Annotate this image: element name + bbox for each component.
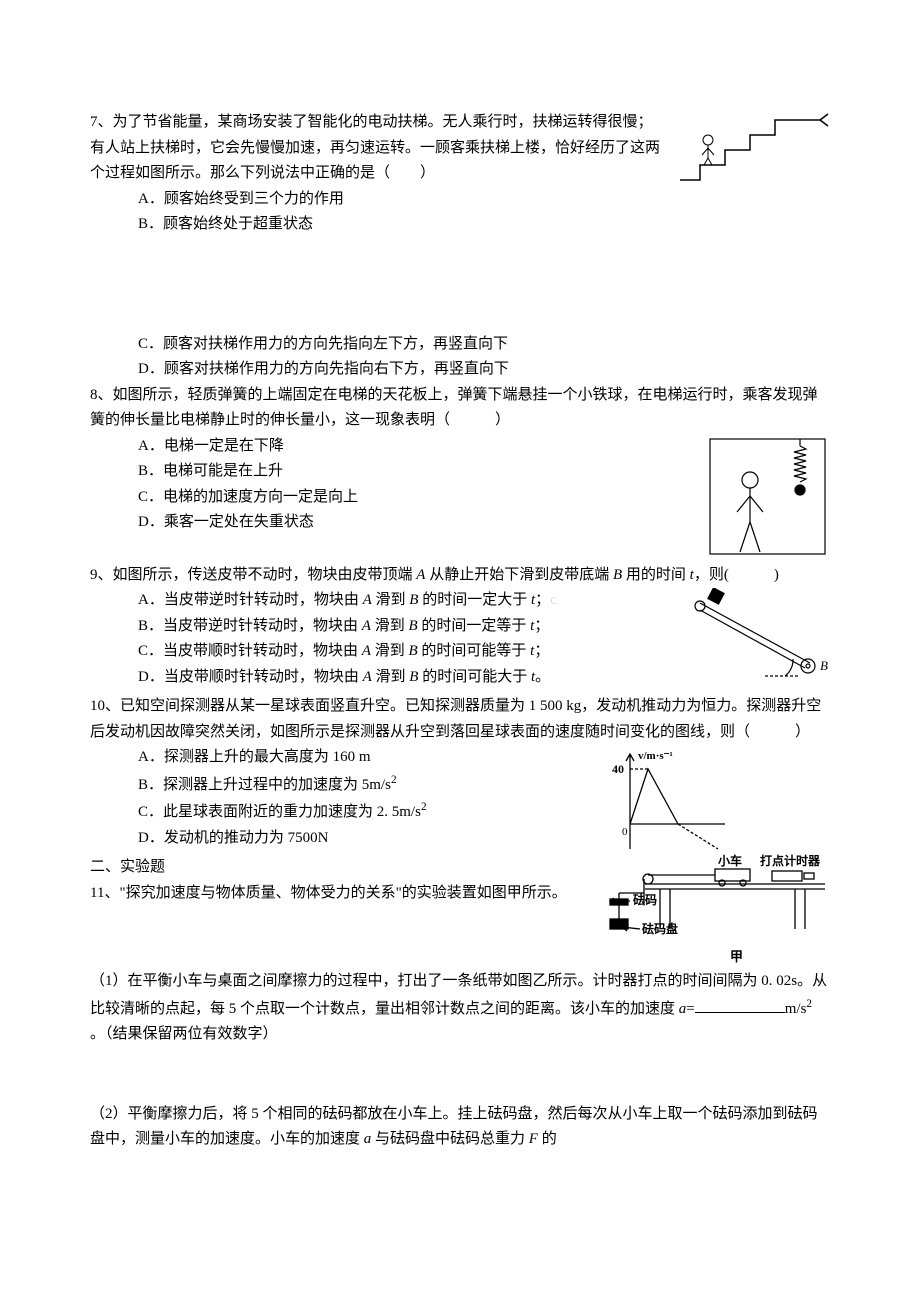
q9c2: 滑到: [371, 643, 409, 659]
q7-number: 7、: [90, 114, 113, 130]
label-car: 小车: [718, 853, 742, 868]
q7-opt-b: B．顾客始终处于超重状态: [138, 212, 830, 238]
q10-stem: 10、已知空间探测器从某一星球表面竖直升空。已知探测器质量为 1 500 kg，…: [90, 694, 830, 745]
q11-number: 11、: [90, 885, 119, 901]
q9cB: B: [408, 643, 417, 659]
q7-options: A．顾客始终受到三个力的作用 B．顾客始终处于超重状态: [90, 187, 830, 238]
q8-figure: [705, 434, 830, 559]
q11p1b: =: [686, 1001, 694, 1017]
q9d2: 滑到: [372, 669, 410, 685]
q11-stem-text: "探究加速度与物体质量、物体受力的关系"的实验装置如图甲所示。: [119, 885, 566, 901]
spacer-2: [90, 1052, 830, 1102]
q10-and-q11-figure: v/m·s⁻¹ 40 0: [600, 749, 830, 969]
q10b1: B．探测器上升过程中的加速度为 5m/s: [138, 777, 391, 793]
q11p2F: F: [529, 1131, 538, 1147]
q7-opt-a: A．顾客始终受到三个力的作用: [138, 187, 830, 213]
label-pan: 砝码盘: [642, 921, 678, 936]
q7-stem-text: 为了节省能量，某商场安装了智能化的电动扶梯。无人乘行时，扶梯运转得很慢；有人站上…: [90, 114, 660, 181]
q11-apparatus: 小车 打点计时器 砝码 砝码盘 甲: [600, 839, 830, 969]
vt-origin: 0: [622, 826, 628, 838]
q9a3: 的时间一定大于: [418, 592, 531, 608]
q9dA: A: [363, 669, 372, 685]
q9-figure: A B: [680, 588, 830, 688]
spacer: [90, 242, 830, 332]
q9-s4: ，则( ): [694, 567, 779, 583]
q9b4: ；: [534, 618, 549, 634]
q9d1: D．当皮带顺时针转动时，物块由: [138, 669, 363, 685]
conveyor-icon: A B: [680, 588, 830, 688]
q7-opt-d: D．顾客对扶梯作用力的方向先指向右下方，再竖直向下: [138, 357, 830, 383]
q11-part2: （2）平衡摩擦力后，将 5 个相同的砝码都放在小车上。挂上砝码盘，然后每次从小车…: [90, 1102, 830, 1153]
q11p1tail: 。（结果保留两位有效数字）: [90, 1026, 278, 1042]
q9d3: 的时间可能大于: [418, 669, 531, 685]
q7-opt-c: C．顾客对扶梯作用力的方向先指向左下方，再竖直向下: [138, 332, 830, 358]
q8-stem-text: 如图所示，轻质弹簧的上端固定在电梯的天花板上，弹簧下端悬挂一个小铁球，在电梯运行…: [90, 387, 818, 429]
blank-acceleration[interactable]: [695, 997, 785, 1013]
q11p2b: 与砝码盘中砝码总重力: [371, 1131, 529, 1147]
elevator-icon: [705, 434, 830, 559]
q11p1u: m/s: [785, 1001, 807, 1017]
vt-ylabel: v/m·s⁻¹: [638, 750, 673, 762]
q7-figure: [670, 110, 830, 190]
watermark: c: [550, 592, 561, 608]
q9a2: 滑到: [372, 592, 410, 608]
q10csup: 2: [421, 801, 427, 813]
q10-stem-text: 已知空间探测器从某一星球表面竖直升空。已知探测器质量为 1 500 kg，发动机…: [90, 698, 821, 740]
q11-part1: （1）在平衡小车与桌面之间摩擦力的过程中，打出了一条纸带如图乙所示。计时器打点的…: [90, 969, 830, 1048]
q9c3: 的时间可能等于: [418, 643, 531, 659]
q9-stem: 9、如图所示，传送皮带不动时，物块由皮带顶端 A 从静止开始下滑到皮带底端 B …: [90, 563, 830, 589]
vt-ymax: 40: [612, 762, 624, 776]
q9a1: A．当皮带逆时针转动时，物块由: [138, 592, 363, 608]
question-10: 10、已知空间探测器从某一星球表面竖直升空。已知探测器质量为 1 500 kg，…: [90, 694, 830, 851]
q9b3: 的时间一定等于: [418, 618, 531, 634]
q9cA: A: [362, 643, 371, 659]
q9-fig-label-a: A: [709, 588, 718, 599]
q9c1: C．当皮带顺时针转动时，物块由: [138, 643, 362, 659]
q9a4: ；: [535, 592, 550, 608]
label-weight: 砝码: [633, 892, 657, 907]
q9b2: 滑到: [371, 618, 409, 634]
question-8: 8、如图所示，轻质弹簧的上端固定在电梯的天花板上，弹簧下端悬挂一个小铁球，在电梯…: [90, 383, 830, 559]
escalator-icon: [670, 110, 830, 190]
q11p2tail: 的: [538, 1131, 557, 1147]
q9-s1: 如图所示，传送皮带不动时，物块由皮带顶端: [113, 567, 417, 583]
q8-stem-line1: 8、如图所示，轻质弹簧的上端固定在电梯的天花板上，弹簧下端悬挂一个小铁球，在电梯…: [90, 383, 830, 434]
q9aA: A: [363, 592, 372, 608]
q10-number: 10、: [90, 698, 120, 714]
q7-options-cont: C．顾客对扶梯作用力的方向先指向左下方，再竖直向下 D．顾客对扶梯作用力的方向先…: [90, 332, 830, 383]
q9bA: A: [362, 618, 371, 634]
q9-fig-label-b: B: [820, 658, 828, 673]
q9-sB: B: [613, 567, 622, 583]
q11p1sup: 2: [806, 998, 812, 1010]
q9-number: 9、: [90, 567, 113, 583]
question-9: 9、如图所示，传送皮带不动时，物块由皮带顶端 A 从静止开始下滑到皮带底端 B …: [90, 563, 830, 691]
q10bsup: 2: [391, 774, 397, 786]
q9c4: ；: [534, 643, 549, 659]
q10c1: C．此星球表面附近的重力加速度为 2. 5m/s: [138, 804, 421, 820]
q9-s3: 用的时间: [622, 567, 690, 583]
q9d4: 。: [535, 669, 550, 685]
question-7: 7、为了节省能量，某商场安装了智能化的电动扶梯。无人乘行时，扶梯运转得很慢；有人…: [90, 110, 830, 238]
q9-s2: 从静止开始下滑到皮带底端: [425, 567, 613, 583]
label-cap: 甲: [730, 949, 743, 964]
q8-number: 8、: [90, 387, 113, 403]
label-timer: 打点计时器: [760, 853, 821, 868]
q9bB: B: [408, 618, 417, 634]
q9b1: B．当皮带逆时针转动时，物块由: [138, 618, 362, 634]
